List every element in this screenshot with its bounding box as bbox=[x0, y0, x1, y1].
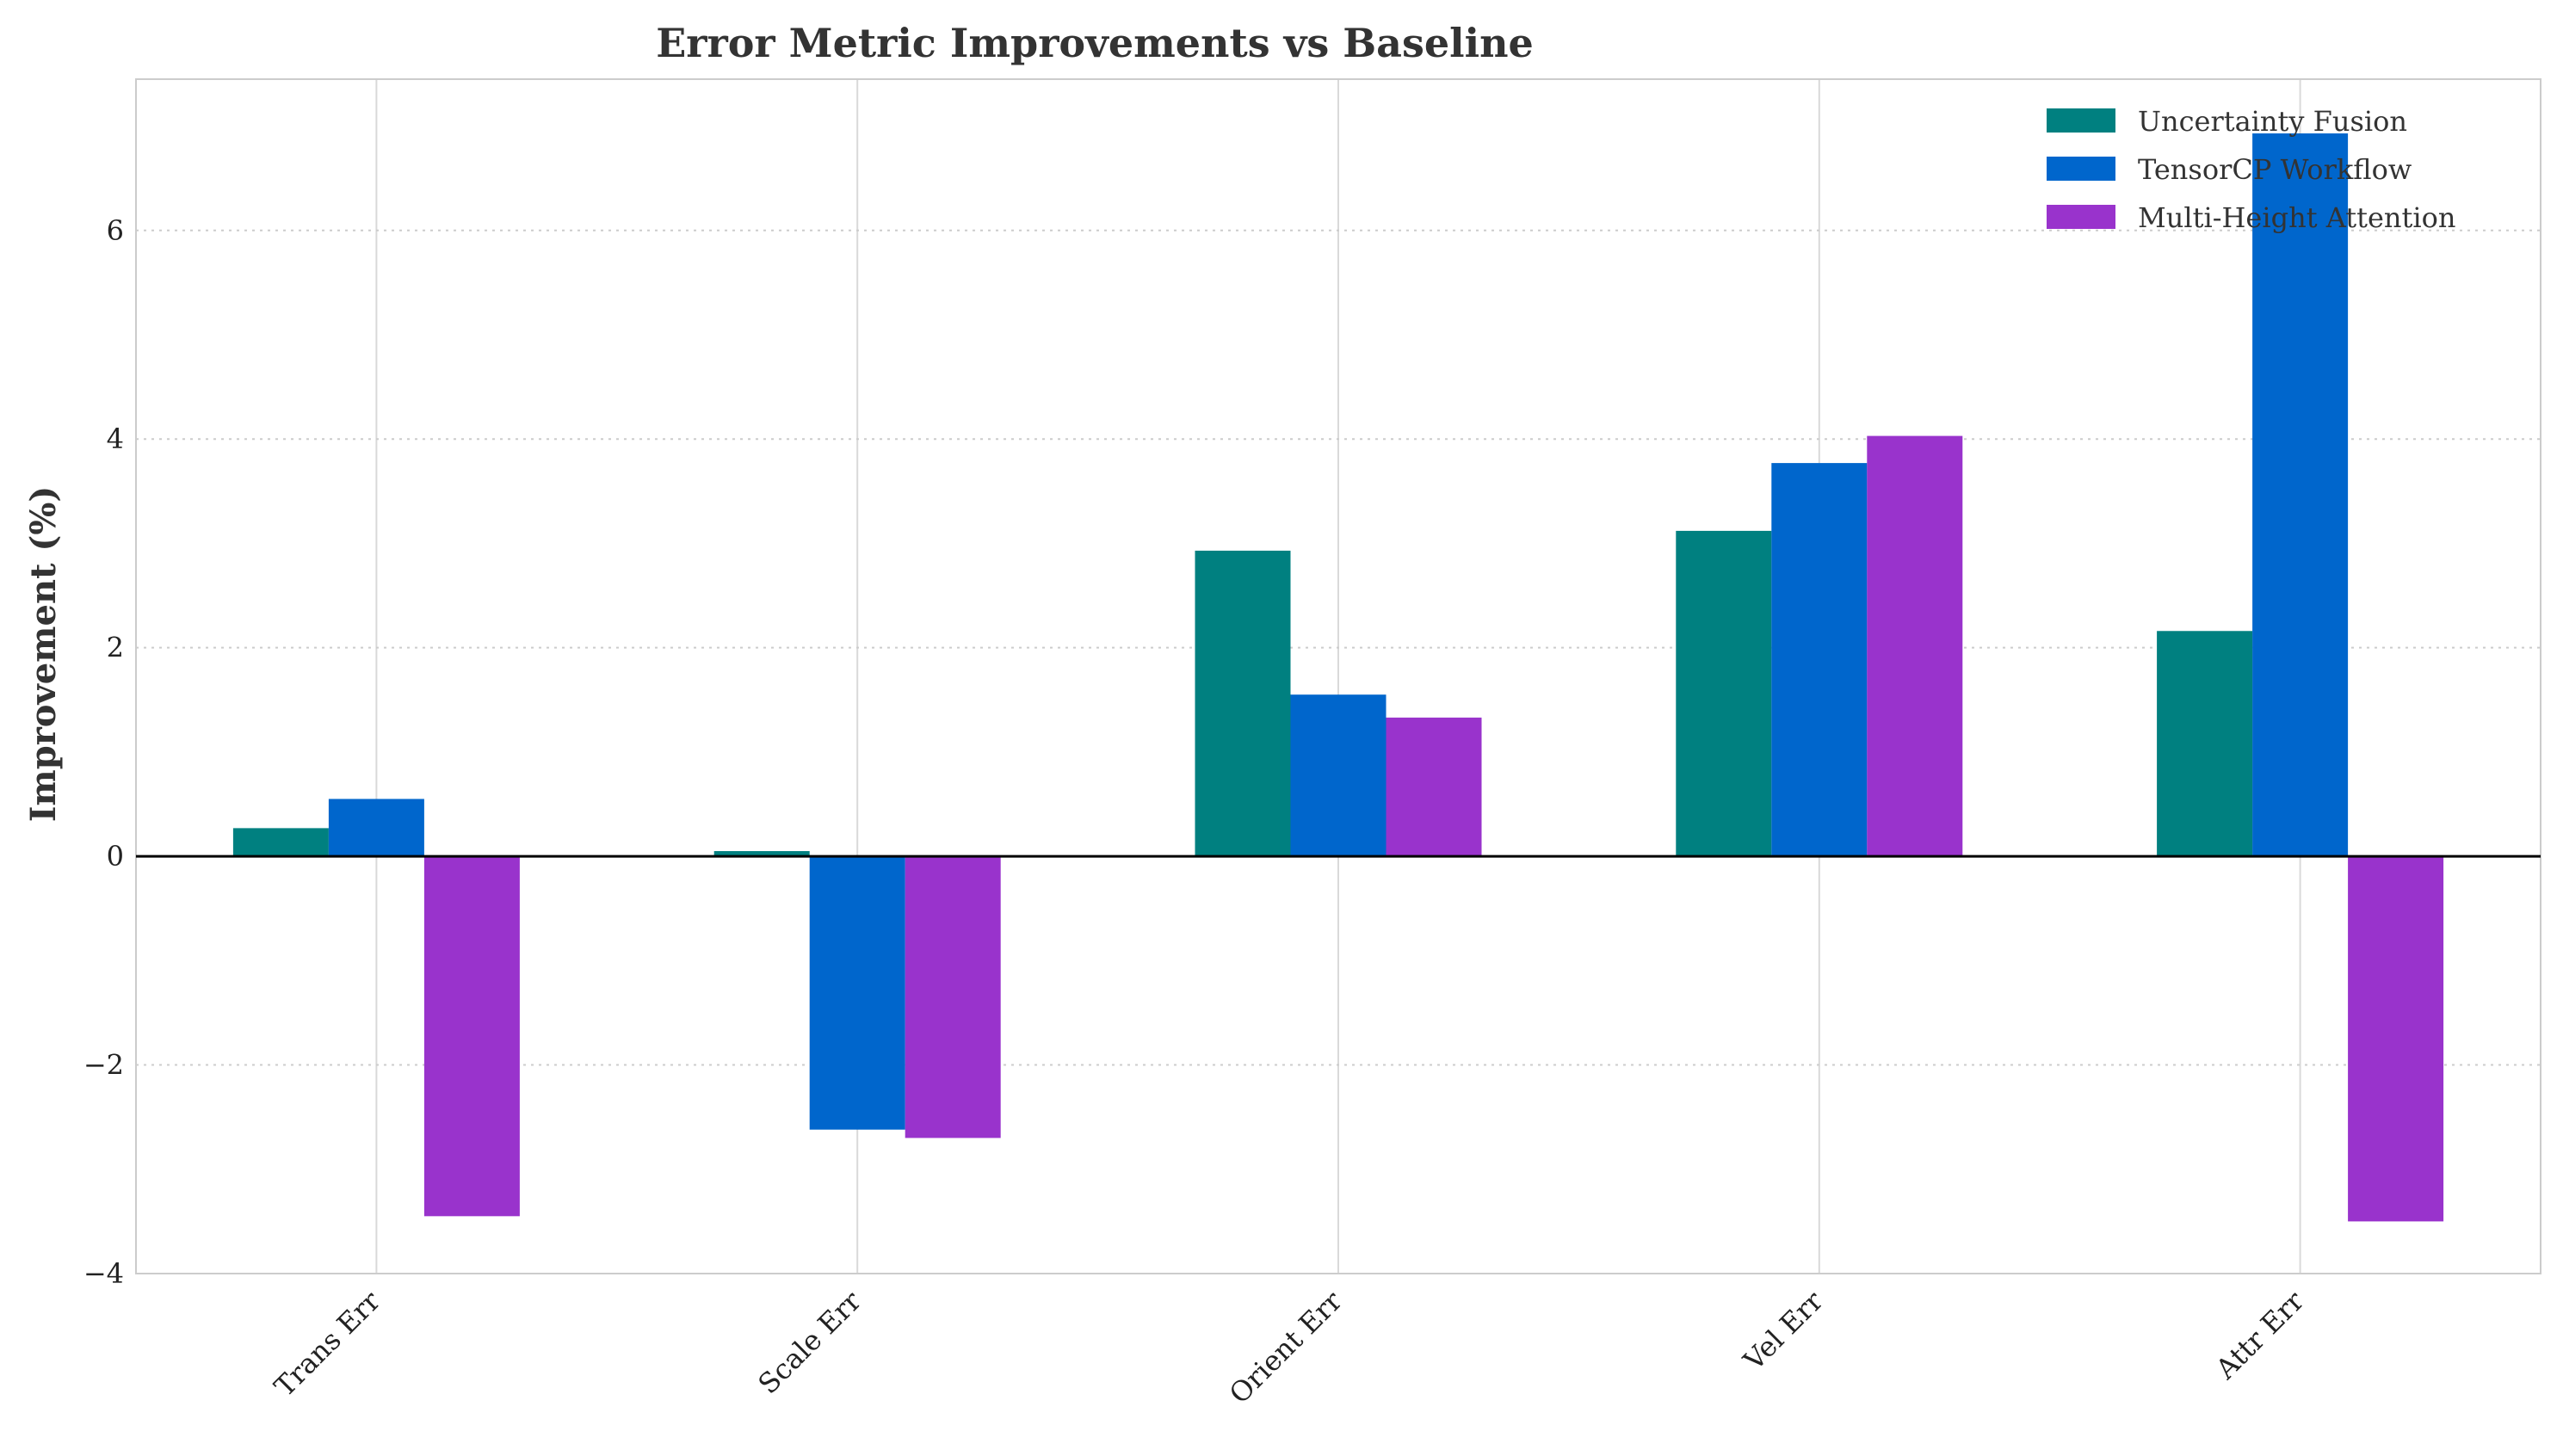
legend: Uncertainty Fusion TensorCP Workflow Multi… bbox=[2047, 105, 2456, 234]
y-tick-label: 2 bbox=[107, 632, 124, 664]
y-tick-label: 6 bbox=[107, 214, 124, 247]
y-tick-label: −4 bbox=[83, 1257, 124, 1290]
y-tick-label: 4 bbox=[107, 423, 124, 455]
bar bbox=[328, 799, 424, 857]
bar bbox=[1195, 550, 1291, 857]
bar bbox=[905, 856, 1001, 1138]
bars bbox=[232, 133, 2444, 1222]
chart-title: Error Metric Improvements vs Baseline bbox=[656, 20, 1534, 66]
y-tick-label: 0 bbox=[107, 840, 124, 873]
bar bbox=[1771, 463, 1868, 857]
bar bbox=[1676, 530, 1772, 857]
bar bbox=[2348, 856, 2444, 1222]
legend-label: Uncertainty Fusion bbox=[2138, 105, 2407, 138]
bar bbox=[423, 856, 520, 1217]
legend-swatch bbox=[2047, 108, 2115, 133]
axes bbox=[135, 78, 2541, 1274]
bar bbox=[1290, 694, 1386, 857]
bar bbox=[713, 851, 810, 857]
bar bbox=[809, 856, 905, 1130]
bar bbox=[1386, 717, 1482, 857]
legend-swatch bbox=[2047, 157, 2115, 181]
y-axis-label: Improvement (%) bbox=[23, 486, 64, 823]
bar bbox=[2157, 631, 2253, 857]
legend-label: TensorCP Workflow bbox=[2138, 153, 2412, 186]
bar bbox=[2252, 133, 2349, 857]
plot-frame bbox=[135, 78, 2541, 1274]
y-tick-label: −2 bbox=[83, 1049, 124, 1082]
legend-label: Multi-Height Attention bbox=[2138, 201, 2456, 234]
bar bbox=[1867, 435, 1963, 857]
bar bbox=[232, 828, 329, 857]
legend-swatch bbox=[2047, 205, 2115, 229]
